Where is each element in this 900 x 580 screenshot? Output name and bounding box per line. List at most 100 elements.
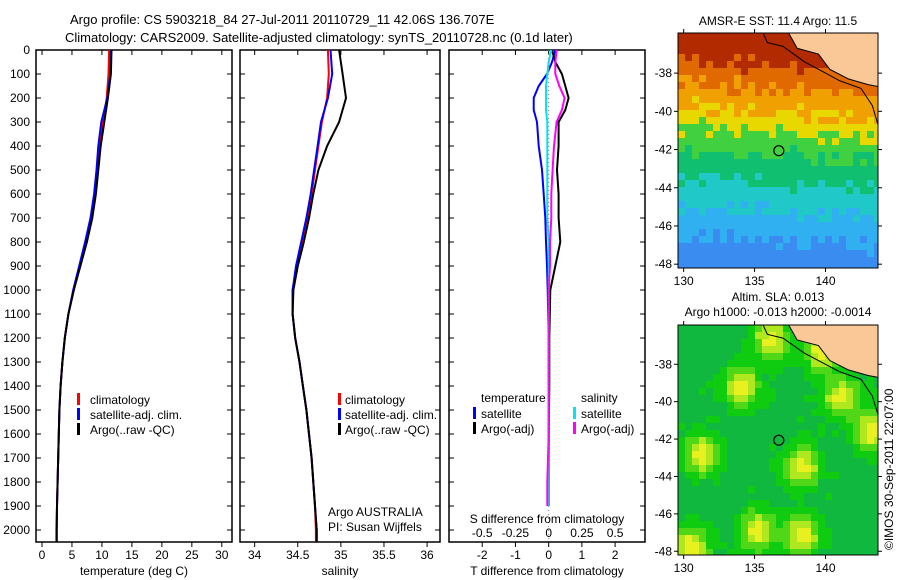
map-cell bbox=[769, 47, 776, 54]
map-cell bbox=[818, 493, 825, 500]
map-cell bbox=[797, 75, 804, 82]
map-cell bbox=[720, 229, 727, 236]
legend-heading-temperature: temperature bbox=[481, 391, 546, 405]
map-cell bbox=[804, 61, 811, 68]
lat-tick-label: -46 bbox=[655, 219, 673, 233]
map-cell bbox=[741, 458, 748, 465]
map-cell bbox=[748, 145, 755, 152]
map-cell bbox=[734, 486, 741, 493]
map-cell bbox=[699, 444, 706, 451]
map-cell bbox=[706, 61, 713, 68]
map-cell bbox=[741, 222, 748, 229]
map-cell bbox=[678, 549, 685, 555]
map-cell bbox=[692, 110, 699, 117]
map-cell bbox=[825, 264, 832, 268]
map-cell bbox=[860, 152, 867, 159]
map-cell bbox=[699, 423, 706, 430]
map-cell bbox=[748, 250, 755, 257]
map-cell bbox=[748, 542, 755, 549]
map-cell bbox=[874, 486, 878, 493]
map-cell bbox=[853, 493, 860, 500]
legend-swatch bbox=[473, 407, 476, 419]
map-cell bbox=[713, 528, 720, 535]
map-cell bbox=[713, 89, 720, 96]
map-cell bbox=[867, 423, 874, 430]
map-cell bbox=[699, 374, 706, 381]
map-cell bbox=[699, 89, 706, 96]
map-cell bbox=[853, 124, 860, 131]
map-cell bbox=[811, 194, 818, 201]
legend-label: Argo(-adj) bbox=[481, 422, 534, 436]
map-cell bbox=[678, 208, 685, 215]
map-cell bbox=[741, 152, 748, 159]
map-cell bbox=[720, 89, 727, 96]
map-cell bbox=[734, 458, 741, 465]
map-cell bbox=[685, 201, 692, 208]
map-cell bbox=[692, 229, 699, 236]
map-cell bbox=[818, 374, 825, 381]
map-cell bbox=[762, 402, 769, 409]
map-cell bbox=[769, 395, 776, 402]
map-cell bbox=[818, 514, 825, 521]
x-tick-label: 0 bbox=[545, 548, 552, 562]
map-cell bbox=[720, 159, 727, 166]
map-cell bbox=[685, 138, 692, 145]
map-cell bbox=[755, 374, 762, 381]
map-cell bbox=[748, 208, 755, 215]
map-cell bbox=[741, 180, 748, 187]
map-cell bbox=[783, 166, 790, 173]
map-cell bbox=[853, 388, 860, 395]
map-cell bbox=[797, 243, 804, 250]
map-cell bbox=[839, 138, 846, 145]
map-cell bbox=[741, 395, 748, 402]
map-cell bbox=[720, 486, 727, 493]
map-cell bbox=[713, 430, 720, 437]
map-cell bbox=[755, 180, 762, 187]
map-cell bbox=[741, 229, 748, 236]
map-cell bbox=[755, 82, 762, 89]
map-cell bbox=[769, 61, 776, 68]
map-cell bbox=[685, 236, 692, 243]
map-cell bbox=[839, 423, 846, 430]
map-cell bbox=[692, 103, 699, 110]
map-cell bbox=[706, 486, 713, 493]
map-cell bbox=[860, 117, 867, 124]
map-cell bbox=[748, 514, 755, 521]
map-cell bbox=[811, 250, 818, 257]
map-cell bbox=[874, 402, 878, 409]
map-cell bbox=[699, 145, 706, 152]
map-cell bbox=[818, 465, 825, 472]
map-cell bbox=[860, 444, 867, 451]
map-cell bbox=[804, 96, 811, 103]
map-cell bbox=[811, 229, 818, 236]
map-cell bbox=[748, 103, 755, 110]
map-cell bbox=[804, 187, 811, 194]
map-cell bbox=[776, 353, 783, 360]
map-cell bbox=[727, 374, 734, 381]
map-cell bbox=[734, 479, 741, 486]
map-cell bbox=[692, 152, 699, 159]
map-cell bbox=[713, 444, 720, 451]
map-cell bbox=[713, 257, 720, 264]
map-cell bbox=[825, 236, 832, 243]
map-cell bbox=[832, 521, 839, 528]
map-cell bbox=[678, 423, 685, 430]
map-cell bbox=[776, 103, 783, 110]
map-cell bbox=[692, 514, 699, 521]
map-cell bbox=[790, 367, 797, 374]
map-cell bbox=[804, 250, 811, 257]
map-cell bbox=[783, 549, 790, 555]
map-cell bbox=[839, 430, 846, 437]
map-cell bbox=[790, 138, 797, 145]
map-cell bbox=[692, 33, 699, 40]
map-cell bbox=[734, 528, 741, 535]
map-cell bbox=[720, 208, 727, 215]
map-cell bbox=[797, 187, 804, 194]
map-cell bbox=[706, 40, 713, 47]
map-cell bbox=[762, 542, 769, 549]
map-cell bbox=[818, 82, 825, 89]
map-cell bbox=[769, 201, 776, 208]
map-cell bbox=[748, 493, 755, 500]
map-cell bbox=[825, 194, 832, 201]
lat-tick-label: -38 bbox=[655, 66, 673, 80]
